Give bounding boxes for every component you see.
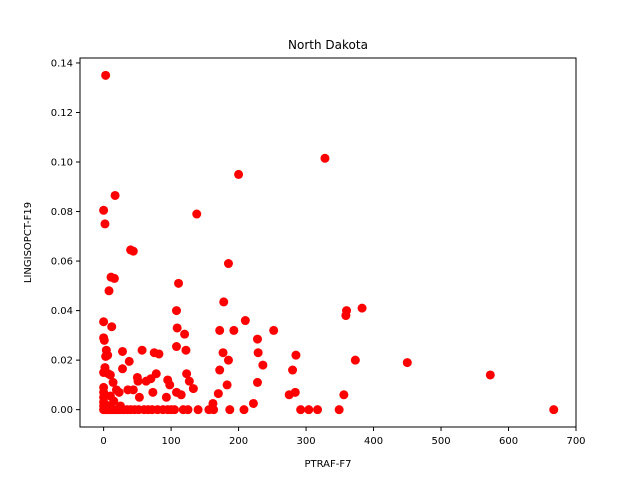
data-point [114,387,124,397]
data-point [269,325,279,335]
data-point [334,405,344,415]
data-point [101,70,111,80]
x-tick-label: 500 [431,436,450,447]
data-point [313,405,323,415]
data-point [133,376,143,386]
data-point [549,405,559,415]
data-point [172,306,182,316]
data-point [137,345,147,355]
data-point [223,259,233,269]
data-point [192,209,202,219]
data-point [320,153,330,163]
data-point [146,374,156,384]
x-tick-label: 100 [162,436,181,447]
data-point [253,348,263,358]
data-point [100,219,110,229]
data-point [193,405,203,415]
data-point [182,369,192,379]
data-point [252,377,262,387]
x-axis: 0 100 200 300 400 500 600 700 [100,427,586,447]
data-point [169,405,179,415]
chart-title: North Dakota [288,38,368,52]
data-point [213,389,223,399]
y-tick-label: 0.02 [51,356,73,367]
data-point [258,360,268,370]
data-point [485,370,495,380]
data-point [239,405,249,415]
data-point [110,190,120,200]
y-tick-label: 0.12 [51,108,73,119]
y-tick-label: 0.04 [51,306,73,317]
data-point [128,246,138,256]
x-tick-label: 400 [364,436,383,447]
data-point [154,349,164,359]
data-point [103,350,113,360]
data-point [291,350,301,360]
data-point [124,356,134,366]
x-tick-label: 700 [566,436,585,447]
data-point [304,405,314,415]
data-point [188,384,198,394]
data-point [357,303,367,313]
data-point [180,329,190,339]
data-point [223,355,233,365]
y-tick-label: 0.08 [51,207,73,218]
y-axis: 0.00 0.02 0.04 0.06 0.08 0.10 0.12 0.14 [51,58,80,416]
data-point [350,355,360,365]
data-point [341,311,351,321]
y-axis-label: LINGISOPCT-F19 [23,202,34,283]
data-point [184,376,194,386]
data-point [118,346,128,356]
data-point [118,364,128,374]
data-point [181,345,191,355]
data-point [172,323,182,333]
data-point [176,390,186,400]
x-axis-label: PTRAF-F7 [305,459,352,470]
x-tick-label: 0 [100,436,106,447]
data-point [128,385,138,395]
data-point [172,342,182,352]
data-point [161,392,171,402]
x-tick-label: 300 [297,436,316,447]
data-point [99,205,109,215]
data-point [165,380,175,390]
y-tick-label: 0.06 [51,257,73,268]
data-point [234,169,244,179]
data-point [183,405,193,415]
data-point [296,405,306,415]
data-point [99,317,109,327]
data-point [99,335,109,345]
y-tick-label: 0.14 [51,58,73,69]
points-layer [99,70,559,415]
y-tick-label: 0.00 [51,405,73,416]
data-point [252,334,262,344]
data-point [108,377,118,387]
plot-area-frame [79,57,577,428]
data-point [222,380,232,390]
data-point [215,365,225,375]
data-point [225,405,235,415]
y-tick-label: 0.10 [51,158,73,169]
data-point [134,392,144,402]
data-point [288,365,298,375]
data-point [148,387,158,397]
data-point [107,322,117,332]
data-point [209,405,219,415]
x-tick-label: 200 [229,436,248,447]
data-point [402,358,412,368]
data-point [248,398,258,408]
data-point [218,348,228,358]
data-point [284,390,294,400]
data-point [215,325,225,335]
data-point [229,325,239,335]
data-point [174,278,184,288]
x-tick-label: 600 [499,436,518,447]
data-point [240,316,250,326]
data-point [105,370,115,380]
data-point [219,297,229,307]
data-point [339,390,349,400]
data-point [109,273,119,283]
data-point [104,286,114,296]
